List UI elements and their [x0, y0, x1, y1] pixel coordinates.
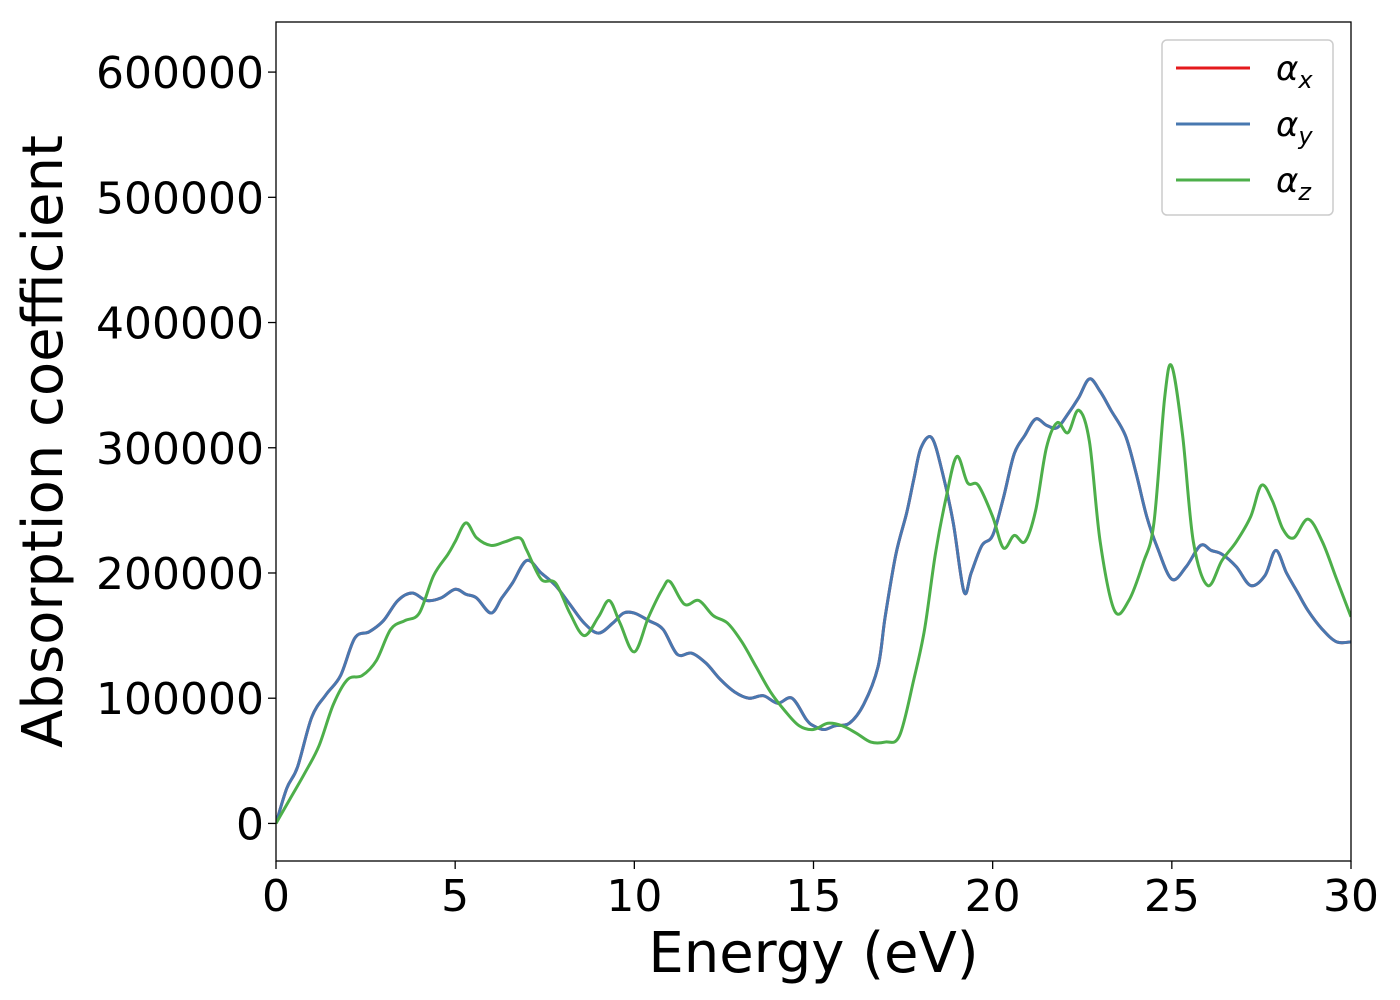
legend-entry-z: αz: [1276, 161, 1312, 206]
series-line-y: [276, 377, 1351, 824]
legend: αx αy αz: [1161, 39, 1334, 216]
axes-layer: 0 5 10 15 20 25 30 0 100000 200000 300000 400000 500…: [11, 21, 1379, 986]
legend-entry-x: αx: [1276, 49, 1313, 94]
y-tick-label: 500000: [96, 173, 264, 224]
y-tick-label: 300000: [96, 424, 264, 475]
x-tick-label: 25: [1144, 871, 1200, 922]
x-tick-label: 10: [606, 871, 662, 922]
y-tick-label: 100000: [96, 674, 264, 725]
legend-box: [1161, 39, 1334, 216]
y-tick-label: 400000: [96, 299, 264, 350]
y-tick-label: 0: [236, 799, 264, 850]
x-tick-label: 20: [965, 871, 1021, 922]
x-tick-label: 30: [1323, 871, 1379, 922]
legend-entry-y: αy: [1276, 105, 1313, 150]
series-line-x: [276, 377, 1351, 824]
y-axis-label: Absorption coefficient: [11, 135, 76, 748]
x-tick-label: 5: [441, 871, 469, 922]
x-tick-label: 0: [262, 871, 290, 922]
series-line-z: [276, 363, 1351, 825]
y-tick-label: 600000: [96, 48, 264, 99]
x-axis-label: Energy (eV): [648, 921, 978, 986]
y-tick-label: 200000: [96, 549, 264, 600]
x-tick-label: 15: [786, 871, 842, 922]
series-layer: [276, 363, 1351, 825]
